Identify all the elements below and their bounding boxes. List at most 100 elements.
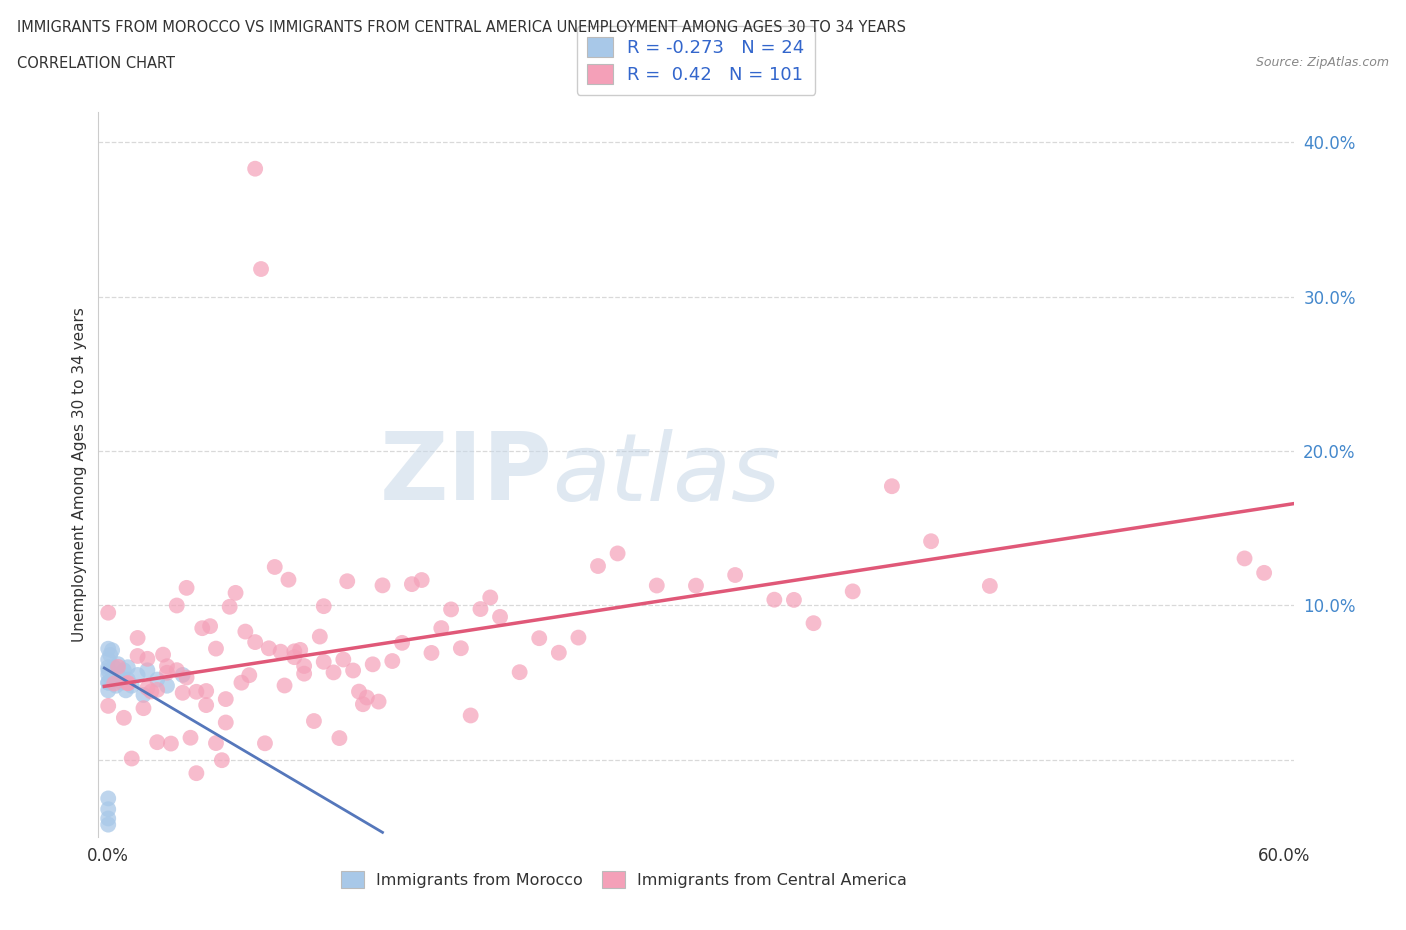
Point xyxy=(97,817,120,832)
Point xyxy=(250,261,273,276)
Point xyxy=(191,620,214,635)
Point xyxy=(391,635,413,650)
Point xyxy=(238,668,260,683)
Point xyxy=(176,580,198,595)
Point xyxy=(803,616,825,631)
Point xyxy=(470,602,492,617)
Point xyxy=(115,683,138,698)
Point xyxy=(107,657,129,671)
Point xyxy=(205,641,228,656)
Point xyxy=(283,644,305,658)
Point xyxy=(356,690,378,705)
Point xyxy=(195,684,218,698)
Legend: Immigrants from Morocco, Immigrants from Central America: Immigrants from Morocco, Immigrants from… xyxy=(335,865,914,895)
Point xyxy=(97,675,120,690)
Point xyxy=(97,791,120,806)
Point xyxy=(509,665,531,680)
Point xyxy=(235,624,257,639)
Point xyxy=(841,584,863,599)
Point xyxy=(152,647,174,662)
Point xyxy=(1233,551,1256,565)
Point xyxy=(381,654,404,669)
Point xyxy=(172,668,194,683)
Point xyxy=(322,665,344,680)
Point xyxy=(440,602,463,617)
Point xyxy=(136,651,159,666)
Point xyxy=(111,675,134,690)
Point xyxy=(450,641,472,656)
Point xyxy=(112,663,135,678)
Point xyxy=(205,736,228,751)
Point xyxy=(308,629,330,644)
Point xyxy=(685,578,707,593)
Point xyxy=(367,694,389,709)
Point xyxy=(567,631,589,645)
Point xyxy=(292,666,315,681)
Point xyxy=(529,631,551,645)
Point xyxy=(263,560,285,575)
Point xyxy=(290,643,312,658)
Point xyxy=(763,592,786,607)
Text: atlas: atlas xyxy=(553,429,780,520)
Point xyxy=(97,802,120,817)
Point xyxy=(215,715,238,730)
Point xyxy=(121,751,143,766)
Point xyxy=(920,534,942,549)
Point xyxy=(342,663,364,678)
Text: ZIP: ZIP xyxy=(380,429,553,520)
Point xyxy=(195,698,218,712)
Point xyxy=(312,599,335,614)
Point xyxy=(332,652,354,667)
Point xyxy=(105,678,128,693)
Text: IMMIGRANTS FROM MOROCCO VS IMMIGRANTS FROM CENTRAL AMERICA UNEMPLOYMENT AMONG AG: IMMIGRANTS FROM MOROCCO VS IMMIGRANTS FR… xyxy=(17,20,905,35)
Point xyxy=(146,672,169,687)
Point xyxy=(127,668,149,683)
Point xyxy=(547,645,569,660)
Point xyxy=(215,692,238,707)
Point xyxy=(292,658,315,673)
Point xyxy=(107,659,129,674)
Point xyxy=(136,681,159,696)
Point xyxy=(112,711,135,725)
Point xyxy=(97,668,120,683)
Point xyxy=(606,546,628,561)
Point xyxy=(283,650,305,665)
Point xyxy=(277,572,299,587)
Point xyxy=(101,672,124,687)
Point xyxy=(979,578,1001,593)
Point xyxy=(270,644,292,659)
Point xyxy=(101,643,124,658)
Point xyxy=(225,585,247,600)
Point xyxy=(97,675,120,690)
Y-axis label: Unemployment Among Ages 30 to 34 years: Unemployment Among Ages 30 to 34 years xyxy=(72,307,87,642)
Point xyxy=(302,713,325,728)
Point xyxy=(97,698,120,713)
Point xyxy=(645,578,668,593)
Point xyxy=(586,559,609,574)
Point xyxy=(218,599,240,614)
Text: CORRELATION CHART: CORRELATION CHART xyxy=(17,56,174,71)
Point xyxy=(132,687,155,702)
Point xyxy=(880,479,903,494)
Point xyxy=(97,683,120,698)
Point xyxy=(312,655,335,670)
Point xyxy=(411,573,433,588)
Point xyxy=(156,665,179,680)
Point xyxy=(1253,565,1275,580)
Point xyxy=(211,752,233,767)
Point xyxy=(179,730,201,745)
Point xyxy=(160,737,183,751)
Point xyxy=(273,678,295,693)
Point xyxy=(176,671,198,685)
Point xyxy=(420,645,443,660)
Point xyxy=(347,684,370,699)
Point xyxy=(371,578,394,592)
Point xyxy=(783,592,806,607)
Point xyxy=(724,567,747,582)
Point xyxy=(361,657,384,671)
Point xyxy=(97,605,120,620)
Point xyxy=(186,684,208,699)
Point xyxy=(166,598,188,613)
Point xyxy=(97,652,120,667)
Point xyxy=(257,641,280,656)
